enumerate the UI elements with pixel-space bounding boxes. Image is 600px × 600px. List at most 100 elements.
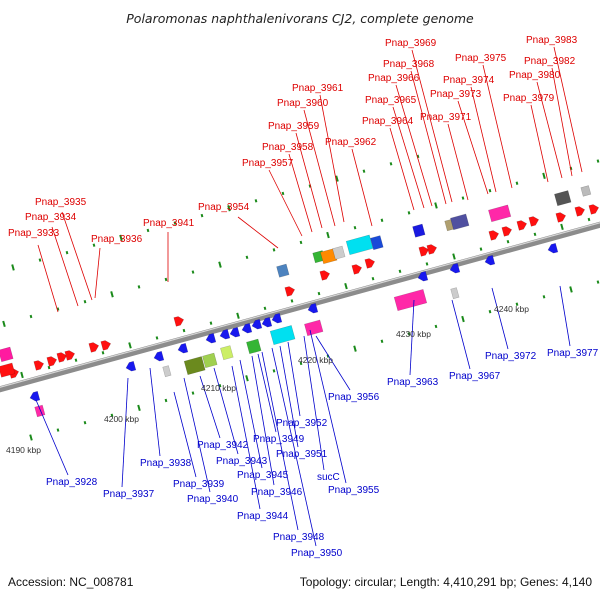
- gene-label-pnap-3968[interactable]: Pnap_3968: [383, 59, 435, 70]
- gene-label-pnap-3939[interactable]: Pnap_3939: [173, 479, 225, 490]
- gene-label-pnap-3948[interactable]: Pnap_3948: [273, 532, 325, 543]
- gene-label-pnap-3954[interactable]: Pnap_3954: [198, 202, 250, 213]
- gene-label-pnap-3969[interactable]: Pnap_3969: [385, 38, 437, 49]
- reverse-gene-arrow-3[interactable]: [177, 342, 189, 354]
- reverse-gene-block-1[interactable]: [202, 352, 218, 369]
- gene-label-pnap-3963[interactable]: Pnap_3963: [387, 377, 439, 388]
- reverse-gene-arrow-5[interactable]: [219, 328, 231, 340]
- forward-gene-arrow-18[interactable]: [555, 211, 567, 223]
- forward-gene-block-2[interactable]: [276, 263, 290, 278]
- gene-label-pnap-3937[interactable]: Pnap_3937: [103, 489, 155, 500]
- reverse-gene-arrow-13[interactable]: [449, 262, 461, 274]
- gene-label-pnap-3946[interactable]: Pnap_3946: [251, 487, 303, 498]
- reverse-gene-arrow-0[interactable]: [29, 390, 41, 402]
- gene-label-pnap-3957[interactable]: Pnap_3957: [242, 158, 294, 169]
- forward-gene-arrow-19[interactable]: [574, 205, 586, 217]
- gene-label-pnap-3943[interactable]: Pnap_3943: [216, 456, 268, 467]
- reverse-gene-arrow-2[interactable]: [153, 350, 165, 362]
- forward-gene-arrow-1[interactable]: [33, 359, 45, 371]
- gene-label-pnap-3942[interactable]: Pnap_3942: [197, 440, 249, 451]
- gene-label-pnap-3975[interactable]: Pnap_3975: [455, 53, 507, 64]
- gene-label-pnap-3974[interactable]: Pnap_3974: [443, 75, 495, 86]
- forward-gene-arrow-9[interactable]: [319, 269, 331, 281]
- forward-gene-arrow-2[interactable]: [46, 355, 58, 367]
- reverse-gene-block-2[interactable]: [220, 345, 234, 361]
- reverse-gene-arrow-6[interactable]: [229, 326, 241, 338]
- reverse-gene-block-9[interactable]: [450, 287, 460, 300]
- gene-label-pnap-3935[interactable]: Pnap_3935: [35, 197, 87, 208]
- gene-label-pnap-3951[interactable]: Pnap_3951: [276, 449, 328, 460]
- gene-label-succ[interactable]: sucC: [317, 472, 340, 483]
- gene-label-pnap-3983[interactable]: Pnap_3983: [526, 35, 578, 46]
- reverse-gene-block-8[interactable]: [162, 365, 172, 378]
- reverse-gene-arrow-7[interactable]: [241, 322, 253, 334]
- gene-label-pnap-3973[interactable]: Pnap_3973: [430, 89, 482, 100]
- reverse-gene-arrow-12[interactable]: [417, 270, 429, 282]
- reverse-gene-block-6[interactable]: [393, 289, 428, 312]
- forward-gene-arrow-10[interactable]: [351, 263, 363, 275]
- gene-label-pnap-3965[interactable]: Pnap_3965: [365, 95, 417, 106]
- forward-gene-arrow-4[interactable]: [64, 349, 76, 361]
- forward-gene-block-13[interactable]: [580, 185, 592, 197]
- forward-gene-arrow-5[interactable]: [88, 341, 100, 353]
- gene-label-pnap-3955[interactable]: Pnap_3955: [328, 485, 380, 496]
- forward-gene-arrow-20[interactable]: [588, 203, 600, 215]
- reverse-gene-arrow-10[interactable]: [271, 312, 283, 324]
- reverse-gene-arrow-9[interactable]: [261, 316, 273, 328]
- forward-gene-block-11[interactable]: [488, 204, 512, 223]
- gene-label-pnap-3982[interactable]: Pnap_3982: [524, 56, 576, 67]
- gene-label-pnap-3977[interactable]: Pnap_3977: [547, 348, 599, 359]
- gene-label-pnap-3945[interactable]: Pnap_3945: [237, 470, 289, 481]
- reverse-gene-block-3[interactable]: [246, 338, 262, 355]
- forward-gene-arrow-3[interactable]: [56, 351, 68, 363]
- gene-label-pnap-3936[interactable]: Pnap_3936: [91, 234, 143, 245]
- forward-gene-block-5[interactable]: [332, 245, 346, 260]
- gene-label-pnap-3971[interactable]: Pnap_3971: [420, 112, 472, 123]
- reverse-gene-arrow-1[interactable]: [125, 360, 137, 372]
- forward-gene-arrow-12[interactable]: [418, 245, 430, 257]
- reverse-gene-block-7[interactable]: [34, 404, 46, 418]
- reverse-gene-arrow-11[interactable]: [307, 302, 319, 314]
- gene-label-pnap-3933[interactable]: Pnap_3933: [8, 228, 60, 239]
- gene-label-pnap-3949[interactable]: Pnap_3949: [253, 434, 305, 445]
- forward-gene-block-10[interactable]: [450, 213, 470, 231]
- forward-gene-block-12[interactable]: [554, 190, 572, 207]
- gene-label-pnap-3941[interactable]: Pnap_3941: [143, 218, 195, 229]
- gene-label-pnap-3980[interactable]: Pnap_3980: [509, 70, 561, 81]
- gene-label-pnap-3944[interactable]: Pnap_3944: [237, 511, 289, 522]
- gene-label-pnap-3956[interactable]: Pnap_3956: [328, 392, 380, 403]
- gene-label-pnap-3967[interactable]: Pnap_3967: [449, 371, 501, 382]
- reverse-gene-arrow-15[interactable]: [547, 242, 559, 254]
- gene-label-pnap-3962[interactable]: Pnap_3962: [325, 137, 377, 148]
- gene-label-pnap-3961[interactable]: Pnap_3961: [292, 83, 344, 94]
- forward-gene-block-8[interactable]: [412, 223, 426, 238]
- reverse-gene-block-0[interactable]: [183, 356, 206, 376]
- forward-gene-block-0[interactable]: [0, 362, 16, 378]
- reverse-gene-arrow-8[interactable]: [251, 318, 263, 330]
- gene-label-pnap-3959[interactable]: Pnap_3959: [268, 121, 320, 132]
- gene-label-pnap-3928[interactable]: Pnap_3928: [46, 477, 98, 488]
- gene-label-pnap-3952[interactable]: Pnap_3952: [276, 418, 328, 429]
- reverse-gene-block-5[interactable]: [304, 319, 324, 337]
- gene-label-pnap-3979[interactable]: Pnap_3979: [503, 93, 555, 104]
- gene-label-pnap-3960[interactable]: Pnap_3960: [277, 98, 329, 109]
- gene-label-pnap-3934[interactable]: Pnap_3934: [25, 212, 77, 223]
- forward-gene-arrow-14[interactable]: [488, 229, 500, 241]
- gene-label-pnap-3964[interactable]: Pnap_3964: [362, 116, 414, 127]
- forward-gene-block-7[interactable]: [370, 235, 384, 251]
- forward-gene-arrow-6[interactable]: [100, 339, 112, 351]
- gene-label-pnap-3966[interactable]: Pnap_3966: [368, 73, 420, 84]
- gene-label-pnap-3940[interactable]: Pnap_3940: [187, 494, 239, 505]
- gene-label-pnap-3958[interactable]: Pnap_3958: [262, 142, 314, 153]
- gene-label-pnap-3972[interactable]: Pnap_3972: [485, 351, 537, 362]
- forward-gene-arrow-15[interactable]: [501, 225, 513, 237]
- gene-label-pnap-3938[interactable]: Pnap_3938: [140, 458, 192, 469]
- reverse-gene-arrow-4[interactable]: [205, 332, 217, 344]
- forward-gene-arrow-13[interactable]: [426, 243, 438, 255]
- forward-gene-block-6[interactable]: [345, 234, 374, 256]
- forward-gene-arrow-8[interactable]: [284, 285, 296, 297]
- forward-gene-arrow-16[interactable]: [516, 219, 528, 231]
- forward-gene-arrow-11[interactable]: [364, 257, 376, 269]
- gene-label-pnap-3950[interactable]: Pnap_3950: [291, 548, 343, 559]
- forward-gene-block-1[interactable]: [0, 346, 14, 363]
